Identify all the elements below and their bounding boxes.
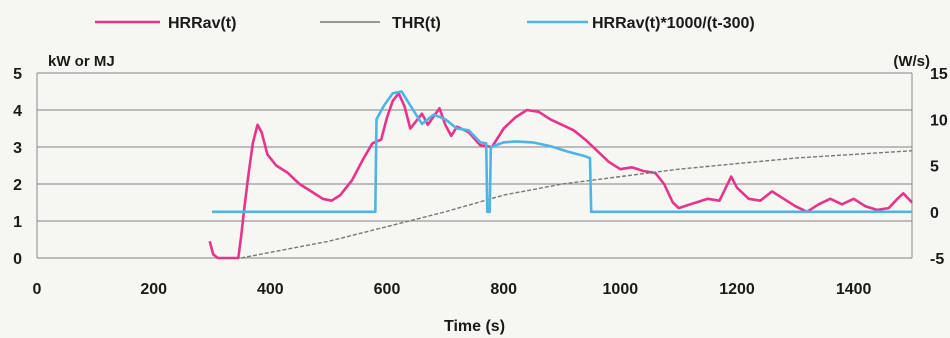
x-tick-label: 0 [33, 281, 42, 298]
legend-label: HRRav(t)*1000/(t-300) [592, 15, 755, 32]
x-tick-label: 1200 [719, 281, 755, 298]
series-line-hrrav-ratio [212, 90, 912, 214]
y-tick-label-left: 5 [13, 66, 22, 83]
x-tick-label: 1000 [603, 281, 639, 298]
y-tick-label-left: 4 [13, 103, 22, 120]
y-tick-label-right: 10 [930, 112, 948, 129]
y-axis-title-left: kW or MJ [48, 53, 115, 70]
y-tick-label-right: -5 [930, 251, 944, 268]
x-tick-label: 800 [490, 281, 517, 298]
x-tick-label: 1400 [836, 281, 872, 298]
y-tick-label-left: 1 [13, 214, 22, 231]
y-tick-label-left: 3 [13, 140, 22, 157]
legend-label: HRRav(t) [168, 15, 236, 32]
x-axis-title: Time (s) [444, 318, 505, 335]
series-line-hrrav [208, 92, 913, 260]
y-axis-title-right: (W/s) [893, 53, 930, 70]
y-tick-label-left: 0 [13, 251, 22, 268]
x-tick-label: 200 [140, 281, 167, 298]
y-tick-label-right: 5 [930, 159, 939, 176]
y-tick-label-right: 15 [930, 66, 948, 83]
x-tick-label: 600 [374, 281, 401, 298]
legend-label: THR(t) [392, 15, 441, 32]
x-tick-label: 400 [257, 281, 284, 298]
y-tick-label-left: 2 [13, 177, 22, 194]
series-line-thr [241, 150, 913, 259]
y-tick-label-right: 0 [930, 205, 939, 222]
